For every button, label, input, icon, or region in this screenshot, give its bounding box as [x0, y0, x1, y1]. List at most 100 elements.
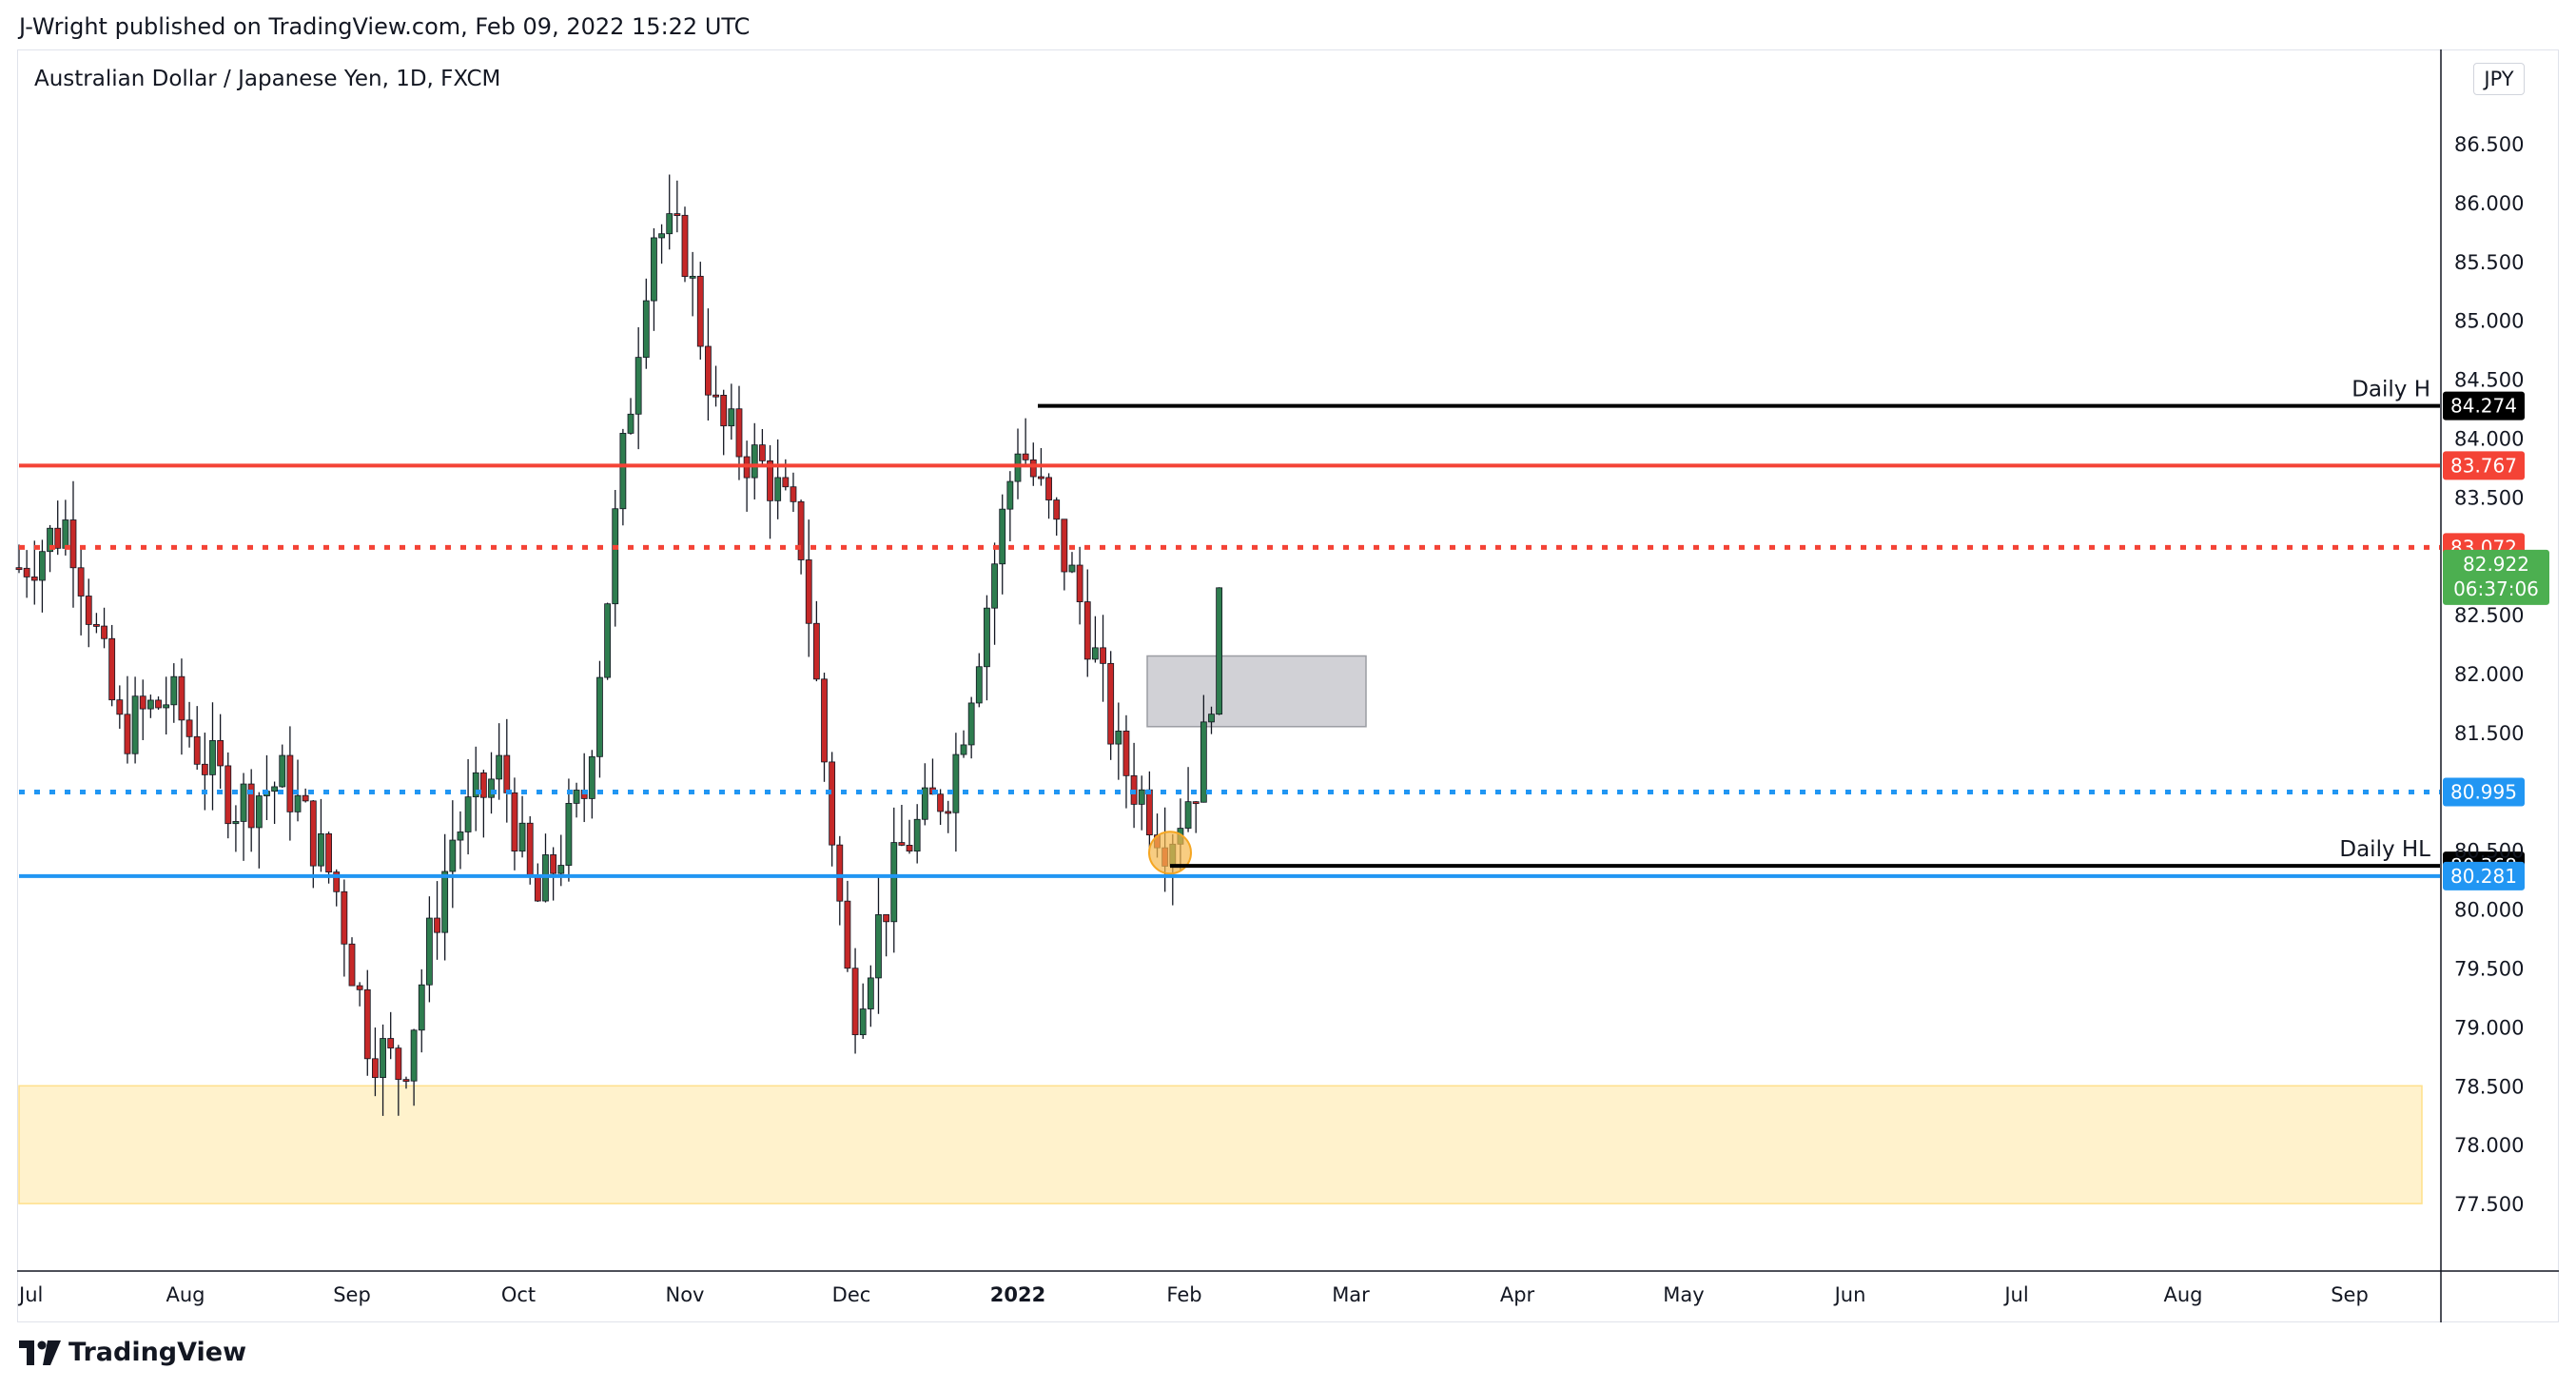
candle-45 [363, 969, 371, 1076]
candle-body [1038, 476, 1044, 479]
candle-body [829, 761, 836, 846]
candle-body [209, 739, 216, 775]
candle-92 [728, 383, 735, 440]
candle-body [805, 559, 812, 624]
candle-body [302, 794, 309, 802]
candle-48 [387, 1011, 395, 1060]
candle-body [937, 793, 945, 812]
candle-body [681, 214, 689, 278]
candle-body [62, 519, 69, 549]
currency-badge[interactable]: JPY [2473, 63, 2525, 95]
candle-63 [503, 718, 511, 823]
candle-70 [557, 834, 565, 887]
candle-43 [348, 937, 356, 987]
price-tag-text-blue_solid: 80.281 [2450, 865, 2517, 888]
candle-body [479, 772, 487, 798]
candle-97 [767, 445, 773, 539]
level-label-daily_h: Daily H [2352, 378, 2430, 402]
candle-155 [1216, 587, 1223, 715]
candle-120 [945, 800, 952, 833]
candle-94 [743, 440, 751, 512]
candle-body [712, 394, 719, 398]
candle-26 [217, 714, 224, 789]
candle-body [318, 833, 324, 867]
candle-135 [1061, 518, 1068, 591]
candle-56 [449, 800, 457, 909]
candle-136 [1068, 552, 1076, 574]
x-tick-label: Apr [1500, 1283, 1535, 1306]
candle-14 [124, 675, 131, 764]
y-tick-label: 82.500 [2454, 604, 2524, 627]
symbol-legend[interactable]: Australian Dollar / Japanese Yen, 1D, FX… [34, 67, 501, 91]
candle-29 [240, 773, 247, 861]
y-tick-label: 83.500 [2454, 486, 2524, 509]
candle-body [92, 623, 100, 627]
time-axis: Jul Aug Sep Oct Nov Dec 2022 Feb Mar Apr May Jun Jul… [17, 1270, 2559, 1306]
y-tick-label: 85.000 [2454, 310, 2524, 333]
candle-25 [209, 702, 216, 811]
candle-body [85, 596, 92, 625]
candle-60 [479, 770, 487, 838]
candle-body [488, 778, 495, 798]
candle-3 [39, 539, 46, 613]
chart-frame [17, 49, 2559, 1322]
candle-100 [790, 472, 797, 513]
candle-body [15, 567, 23, 571]
candle-89 [705, 308, 712, 421]
candle-74 [588, 750, 595, 819]
candle-body [999, 508, 1006, 565]
candle-body [39, 551, 46, 581]
candle-body [348, 943, 356, 987]
publish-info: J-Wright published on TradingView.com, F… [19, 13, 751, 40]
candles-layer [15, 174, 1223, 1116]
candle-153 [1200, 694, 1207, 803]
candle-body [325, 833, 332, 873]
x-tick-label: Sep [2331, 1283, 2369, 1306]
candle-body [1061, 518, 1068, 573]
candle-88 [696, 262, 704, 360]
candle-body [1083, 601, 1091, 660]
candle-128 [1006, 471, 1014, 541]
candle-body [836, 844, 844, 902]
tradingview-logo-icon [19, 1340, 61, 1365]
candle-body [503, 754, 511, 793]
candle-body [178, 675, 185, 721]
tradingview-footer[interactable]: TradingView [19, 1338, 246, 1367]
candle-108 [851, 948, 859, 1054]
candle-85 [673, 180, 681, 233]
candle-79 [627, 398, 634, 435]
candle-31 [255, 792, 263, 869]
candle-95 [751, 422, 758, 499]
candle-106 [836, 835, 844, 926]
candle-body [1045, 477, 1052, 500]
candle-124 [975, 653, 983, 708]
price-tag-text-daily_h: 84.274 [2450, 395, 2517, 418]
candle-body [472, 772, 479, 798]
candle-9 [85, 578, 92, 648]
candle-body [651, 237, 657, 302]
candle-body [380, 1038, 386, 1079]
candle-body [441, 871, 449, 933]
candle-62 [496, 723, 503, 800]
candle-112 [883, 913, 890, 957]
candle-152 [1192, 801, 1200, 833]
candle-18 [155, 696, 162, 711]
candle-19 [163, 676, 170, 735]
price-tag-text-red_solid: 83.767 [2450, 454, 2517, 477]
candle-body [395, 1047, 402, 1081]
candle-59 [472, 746, 479, 831]
candle-23 [193, 706, 201, 770]
candle-body [356, 985, 363, 990]
candle-body [101, 625, 107, 639]
candle-body [155, 699, 162, 709]
last-price-tag [2443, 549, 2549, 605]
candle-103 [812, 600, 820, 682]
candle-body [767, 460, 773, 501]
candle-109 [859, 983, 867, 1039]
candle-37 [302, 788, 309, 803]
candle-47 [380, 1024, 386, 1116]
candle-body [108, 637, 116, 701]
candle-body [565, 803, 573, 866]
x-tick-label: Feb [1166, 1283, 1201, 1306]
